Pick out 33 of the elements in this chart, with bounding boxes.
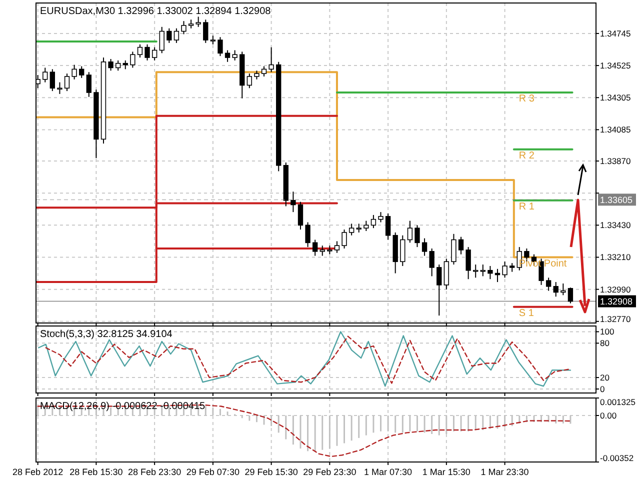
y-tick-label: 80 xyxy=(600,338,610,348)
x-tick-label: 1 Mar 07:30 xyxy=(364,467,412,477)
series-label: S 1 xyxy=(518,308,534,319)
y-tick-label: 1.34525 xyxy=(600,60,631,71)
y-tick-label: 1.32990 xyxy=(600,284,631,294)
x-tick-label: 1 Mar 15:30 xyxy=(422,467,470,477)
y-tick-label: 1.32770 xyxy=(600,314,631,324)
x-tick-label: 29 Feb 07:30 xyxy=(186,467,240,477)
x-tick-label: 28 Feb 2012 xyxy=(12,467,64,477)
y-tick-label: 1.33870 xyxy=(600,156,631,166)
y-tick-label: 0.001325 xyxy=(600,396,636,407)
x-tick-label: 28 Feb 15:30 xyxy=(70,467,123,477)
y-tick-label: 0.00 xyxy=(600,410,617,420)
x-tick-label: 29 Feb 23:30 xyxy=(303,467,356,477)
series-label: R 3 xyxy=(518,94,535,105)
y-tick-label: 1.33430 xyxy=(600,220,631,230)
y-tick-label: 20 xyxy=(600,372,610,383)
x-tick-label: 1 Mar 23:30 xyxy=(480,467,529,477)
x-tick-label: 28 Feb 23:30 xyxy=(128,467,182,477)
chart-title: Stoch(5,3,3) 32.8125 34.9104 xyxy=(40,329,173,340)
y-tick-label: 0 xyxy=(600,384,605,394)
ref-line-label: 1.32908 xyxy=(600,296,633,306)
y-tick-label: 100 xyxy=(600,326,614,337)
y-tick-label: 1.34085 xyxy=(600,124,631,135)
x-tick-label: 29 Feb 15:30 xyxy=(244,467,298,477)
series-label: R 2 xyxy=(518,150,535,162)
y-tick-label: 1.34745 xyxy=(600,28,631,38)
y-tick-label: 1.33210 xyxy=(600,252,631,262)
y-tick-label: -0.00352 xyxy=(600,452,634,463)
ref-line-label: 1.33605 xyxy=(600,194,633,205)
y-tick-label: 1.34305 xyxy=(600,92,631,103)
chart-title: EURUSDax,M30 1.32996 1.33002 1.32894 1.32908 xyxy=(40,6,272,17)
series-label: R 1 xyxy=(518,201,535,212)
